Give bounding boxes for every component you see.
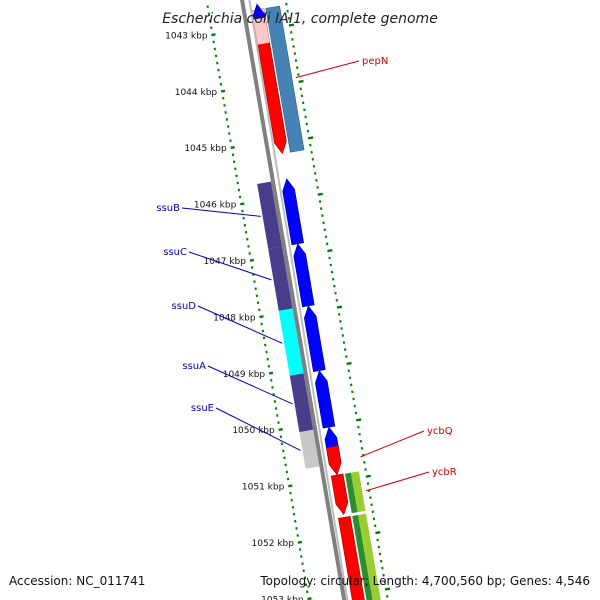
gene-ssuD-cog <box>278 308 304 376</box>
leader-ssuC <box>188 251 272 281</box>
gene-ssuD-cds <box>304 305 326 373</box>
genome-info-label: Topology: circular; Length: 4,700,560 bp… <box>260 574 590 588</box>
tick-label: 1053 kbp <box>261 595 304 600</box>
tick-label: 1050 kbp <box>232 426 275 436</box>
tick-label: 1043 kbp <box>165 31 208 41</box>
accession-label: Accession: NC_011741 <box>9 574 146 588</box>
gene-label-ssuE: ssuE <box>191 403 214 414</box>
tick-right <box>288 23 295 27</box>
leader-ssuE <box>215 407 301 451</box>
tick-right <box>384 587 391 591</box>
tick-left <box>211 33 216 37</box>
tick-left <box>249 258 255 262</box>
tick-right <box>356 418 362 422</box>
scale-ticks: 1043 kbp 1044 kbp 1045 kbp 1046 kbp 1047 kbp… <box>165 2 391 600</box>
tick-right <box>375 531 381 535</box>
leader-ssuD <box>197 305 283 344</box>
tick-right <box>346 361 352 366</box>
tick-label: 1048 kbp <box>213 313 256 323</box>
tick-left <box>268 371 274 375</box>
gene-ycbR-cog-a <box>345 472 358 514</box>
backbone-shadow <box>248 0 349 600</box>
tick-left <box>259 315 264 319</box>
tick-left <box>220 89 226 93</box>
tick-right <box>317 192 323 196</box>
tick-left <box>297 540 303 544</box>
gene-ssuA-cds <box>315 370 336 429</box>
leader-pepN <box>295 60 360 79</box>
gene-ycbR-cds <box>330 473 349 516</box>
tick-right <box>308 136 314 140</box>
gene-label-ssuB: ssuB <box>156 203 180 214</box>
map-title: Escherichia coli IAI1, complete genome <box>162 11 438 27</box>
gene-label-ycbQ: ycbQ <box>427 426 453 437</box>
gene-features <box>251 3 381 600</box>
tick-label: 1051 kbp <box>242 483 285 493</box>
tick-right <box>365 474 371 478</box>
tick-left <box>278 427 283 432</box>
tick-label: 1047 kbp <box>204 257 247 267</box>
gene-label-pepN: pepN <box>362 56 388 67</box>
gene-ssuB-cds <box>282 178 305 246</box>
tick-right <box>327 249 333 253</box>
gene-pepN-cog <box>265 5 305 153</box>
tick-label: 1046 kbp <box>194 201 237 211</box>
tick-label: 1044 kbp <box>175 88 218 98</box>
gene-label-ycbR: ycbR <box>432 467 457 478</box>
genome-backbone <box>240 0 349 600</box>
gene-unlabeled-8-cog-a <box>352 514 373 600</box>
tick-label: 1049 kbp <box>223 370 266 380</box>
gene-pepN-cds <box>251 8 287 155</box>
gene-ssuA-cog <box>289 373 314 433</box>
tick-label: 1052 kbp <box>252 539 295 549</box>
tick-left <box>240 202 245 206</box>
gene-unlabeled-8-cog-b <box>358 513 381 600</box>
gene-ssuB-cog <box>257 181 282 249</box>
tick-right <box>298 79 304 84</box>
tick-left <box>230 145 235 150</box>
gene-ycbQ-cds <box>326 445 342 476</box>
gene-unlabeled-8-cds <box>338 515 365 600</box>
gene-ssuC-cog <box>268 246 293 311</box>
tick-left <box>307 597 312 600</box>
gene-label-ssuA: ssuA <box>182 361 206 372</box>
leader-ssuB <box>181 207 261 217</box>
backbone-line <box>240 0 347 600</box>
gene-ssuC-cds <box>293 243 315 308</box>
tick-left <box>288 484 293 488</box>
gene-ycbR-cog-b <box>350 471 366 513</box>
tick-label: 1045 kbp <box>184 144 227 154</box>
gene-label-ssuD: ssuD <box>172 301 197 312</box>
gene-ssuE-cog <box>299 429 320 469</box>
leader-ycbR <box>365 471 430 492</box>
tick-right <box>336 305 343 309</box>
leader-ycbQ <box>360 430 425 458</box>
gene-labels: pepN ssuB ssuC ssuD ssuA ssuE ycbQ ycbR <box>156 56 457 492</box>
gene-label-ssuC: ssuC <box>163 247 187 258</box>
leader-ssuA <box>207 365 293 405</box>
